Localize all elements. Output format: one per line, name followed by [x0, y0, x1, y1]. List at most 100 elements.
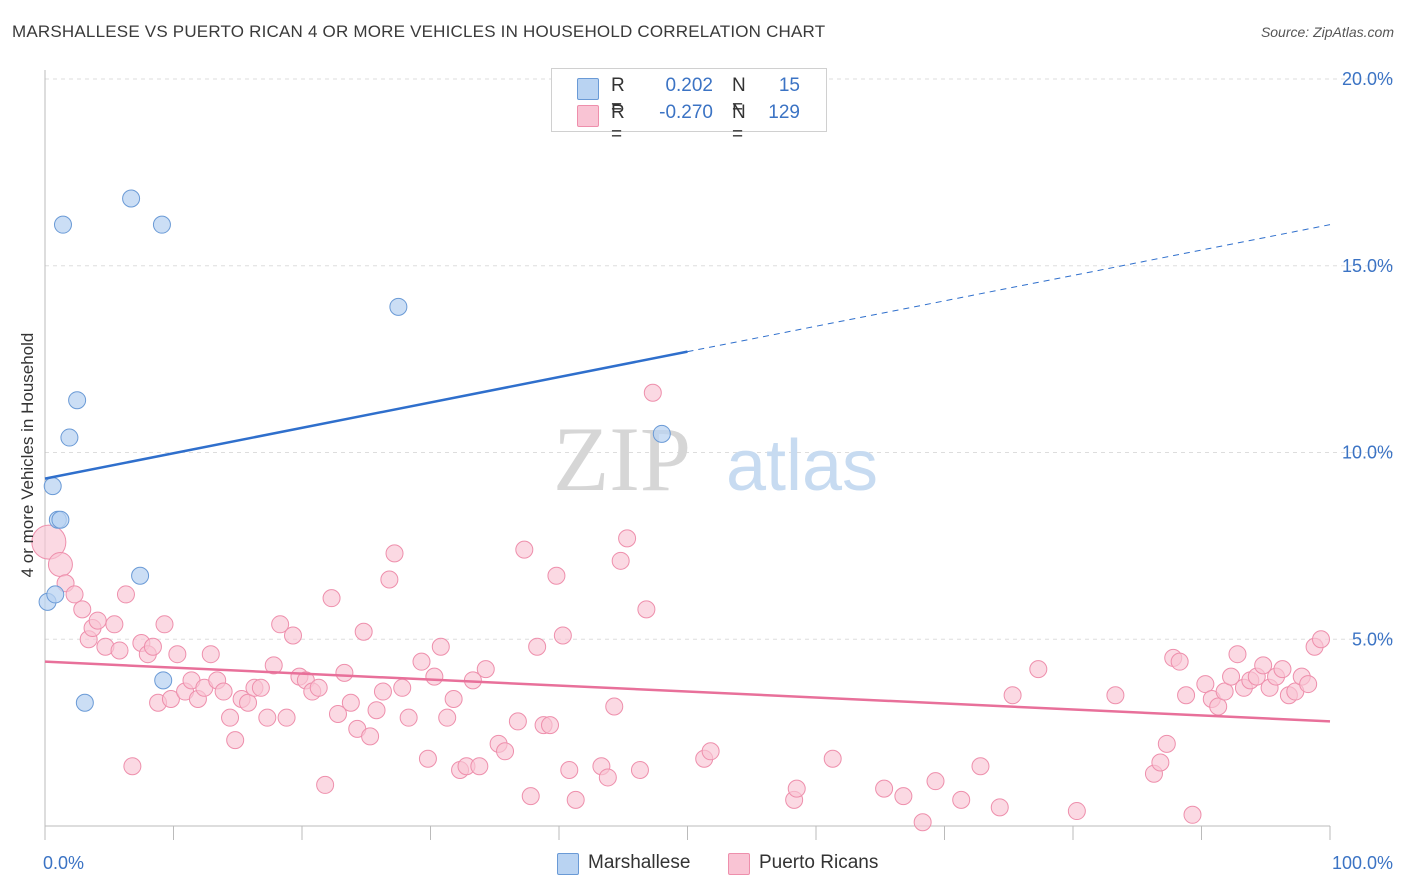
puerto-rican-point	[875, 779, 894, 798]
puerto-rican-point	[1196, 675, 1215, 694]
puerto-rican-point	[361, 727, 380, 746]
puerto-rican-point	[630, 760, 649, 779]
puerto-rican-point	[271, 615, 290, 634]
puerto-rican-point	[143, 637, 162, 656]
puerto-rican-point	[116, 585, 135, 604]
puerto-rican-point	[367, 701, 386, 720]
puerto-rican-point	[1177, 686, 1196, 705]
bottom-legend-swatch-marshallese	[557, 853, 579, 875]
puerto-rican-point	[105, 615, 124, 634]
legend-n-value: 129	[768, 102, 800, 123]
puerto-rican-point	[528, 637, 547, 656]
puerto-rican-point	[566, 790, 585, 809]
legend-r-value: 0.202	[665, 75, 713, 96]
y-tick-labels: 5.0% 10.0% 15.0% 20.0%	[1342, 69, 1393, 649]
legend-n-value: 15	[778, 75, 800, 96]
legend-swatch-marshallese	[577, 78, 599, 100]
puerto-rican-point	[1029, 660, 1048, 679]
marshallese-point	[131, 566, 150, 585]
puerto-rican-point	[1067, 802, 1086, 821]
puerto-rican-point	[431, 637, 450, 656]
puerto-rican-point	[787, 779, 806, 798]
puerto-rican-point	[425, 667, 444, 686]
legend-r-label: R =	[611, 102, 625, 145]
puerto-rican-point	[926, 772, 945, 791]
marshallese-point	[60, 428, 79, 447]
puerto-rican-point	[508, 712, 527, 731]
puerto-rican-point	[201, 645, 220, 664]
puerto-rican-point	[88, 611, 107, 630]
puerto-rican-point	[515, 540, 534, 559]
gridlines	[45, 78, 1395, 640]
marshallese-point	[389, 297, 408, 316]
puerto-rican-point	[611, 551, 630, 570]
x-tick-labels: 0.0% 100.0%	[43, 853, 1393, 873]
puerto-rican-point	[476, 660, 495, 679]
puerto-rican-point	[547, 566, 566, 585]
puerto-rican-point	[328, 704, 347, 723]
y-tick-label: 20.0%	[1342, 69, 1393, 89]
puerto-rican-point	[316, 775, 335, 794]
puerto-rican-point	[385, 544, 404, 563]
y-axis-label: 4 or more Vehicles in Household	[18, 333, 37, 578]
marshallese-point	[43, 477, 62, 496]
puerto-rican-point	[73, 600, 92, 619]
marshallese-point	[46, 585, 65, 604]
puerto-rican-point	[31, 524, 67, 560]
puerto-rican-point	[354, 622, 373, 641]
puerto-rican-point	[521, 787, 540, 806]
puerto-rican-point	[1312, 630, 1331, 649]
bottom-legend-swatch-puerto-rican	[728, 853, 750, 875]
puerto-rican-point	[258, 708, 277, 727]
puerto-rican-point	[284, 626, 303, 645]
bottom-legend-label: Puerto Ricans	[759, 852, 879, 873]
watermark: ZIP atlas	[553, 408, 878, 510]
puerto-rican-point	[605, 697, 624, 716]
marshallese-point	[75, 693, 94, 712]
y-tick-label: 15.0%	[1342, 256, 1393, 276]
marshallese-points	[38, 189, 671, 712]
bottom-legend-label: Marshallese	[588, 852, 691, 873]
puerto-rican-point	[1170, 652, 1189, 671]
source-label: Source: ZipAtlas.com	[1260, 24, 1394, 40]
puerto-rican-point	[1209, 697, 1228, 716]
puerto-rican-point	[1157, 734, 1176, 753]
puerto-rican-point	[277, 708, 296, 727]
puerto-rican-point	[418, 749, 437, 768]
puerto-rican-point	[1183, 805, 1202, 824]
puerto-rican-point	[226, 731, 245, 750]
legend-r-label: R =	[611, 75, 625, 118]
legend-n-label: N =	[732, 102, 746, 145]
axes	[44, 70, 1331, 840]
watermark-zip: ZIP	[553, 408, 691, 510]
puerto-rican-point	[1151, 753, 1170, 772]
puerto-rican-point	[214, 682, 233, 701]
marshallese-point	[152, 215, 171, 234]
x-tick-label: 0.0%	[43, 853, 84, 873]
puerto-rican-point	[380, 570, 399, 589]
puerto-rican-point	[894, 787, 913, 806]
legend-box: R = 0.202 N = 15 R = -0.270 N = 129	[551, 68, 827, 145]
puerto-rican-point	[399, 708, 418, 727]
trend-lines	[44, 224, 1331, 723]
chart-title: MARSHALLESE VS PUERTO RICAN 4 OR MORE VE…	[12, 22, 826, 41]
puerto-rican-point	[1106, 686, 1125, 705]
puerto-rican-point	[444, 690, 463, 709]
puerto-rican-point	[251, 678, 270, 697]
puerto-rican-point	[221, 708, 240, 727]
puerto-rican-point	[913, 813, 932, 832]
puerto-rican-point	[701, 742, 720, 761]
puerto-rican-point	[438, 708, 457, 727]
puerto-rican-point	[1215, 682, 1234, 701]
legend-swatch-puerto-rican	[577, 105, 599, 127]
y-tick-label: 5.0%	[1352, 629, 1393, 649]
puerto-rican-point	[971, 757, 990, 776]
legend-r-value: -0.270	[659, 102, 713, 123]
puerto-rican-point	[393, 678, 412, 697]
puerto-rican-trend-line	[44, 660, 1331, 723]
marshallese-point	[53, 215, 72, 234]
puerto-rican-point	[239, 693, 258, 712]
puerto-rican-point	[168, 645, 187, 664]
x-tick-label: 100.0%	[1332, 853, 1393, 873]
